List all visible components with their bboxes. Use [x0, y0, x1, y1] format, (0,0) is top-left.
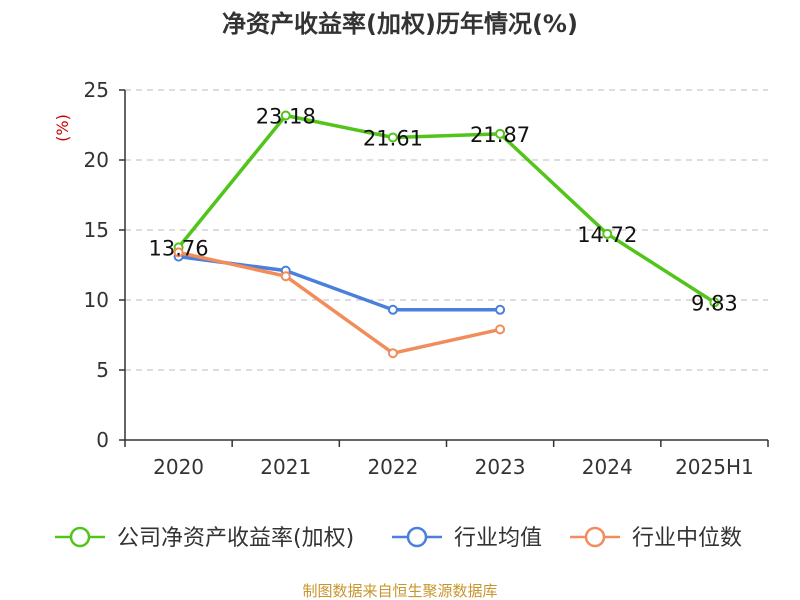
legend-marker — [69, 526, 91, 548]
series-line — [176, 113, 717, 305]
y-tick-label: 5 — [96, 358, 109, 382]
x-tick-label: 2025H1 — [675, 455, 754, 479]
data-point — [387, 304, 398, 315]
x-tick-label: 2024 — [582, 455, 633, 479]
chart-title: 净资产收益率(加权)历年情况(%) — [222, 10, 578, 38]
gridlines — [125, 89, 768, 371]
data-point — [173, 247, 184, 258]
data-point — [387, 348, 398, 359]
y-tick-label: 15 — [84, 218, 109, 242]
y-tick-label: 25 — [84, 78, 109, 102]
data-point — [495, 324, 506, 335]
source-note: 制图数据来自恒生聚源数据库 — [302, 582, 497, 600]
data-point — [387, 132, 398, 143]
data-label: 21.87 — [470, 123, 530, 147]
data-point — [495, 128, 506, 139]
data-label: 14.72 — [577, 223, 637, 247]
data-label: 9.83 — [691, 291, 738, 315]
y-axis-label: (%) — [53, 114, 72, 142]
series — [173, 110, 720, 359]
x-tick-label: 2023 — [475, 455, 526, 479]
legend-marker — [584, 526, 606, 548]
x-tick-label: 2020 — [153, 455, 204, 479]
data-point — [495, 304, 506, 315]
axes: 0 5 10 15 20 25 2020 2021 2022 2023 2024 2025H1 — [84, 78, 769, 479]
y-tick-label: 0 — [96, 428, 109, 452]
data-point — [602, 228, 613, 239]
data-label: 13.76 — [149, 236, 209, 260]
x-tick-label: 2021 — [260, 455, 311, 479]
legend[interactable]: 公司净资产收益率(加权) 行业均值 行业中位数 — [55, 526, 742, 551]
data-label: 23.18 — [256, 104, 316, 128]
legend-label: 行业中位数 — [632, 526, 742, 551]
legend-label: 公司净资产收益率(加权) — [117, 526, 354, 551]
x-tick-label: 2022 — [367, 455, 418, 479]
data-point — [280, 110, 291, 121]
data-labels: 13.76 23.18 21.61 21.87 14.72 9.83 — [149, 104, 738, 315]
data-point — [709, 297, 720, 308]
data-point — [280, 271, 291, 282]
data-label: 21.61 — [363, 126, 423, 150]
legend-marker — [406, 526, 428, 548]
y-tick-label: 10 — [84, 288, 109, 312]
legend-label: 行业均值 — [454, 526, 542, 551]
series-line — [176, 250, 502, 355]
y-tick-label: 20 — [84, 148, 109, 172]
